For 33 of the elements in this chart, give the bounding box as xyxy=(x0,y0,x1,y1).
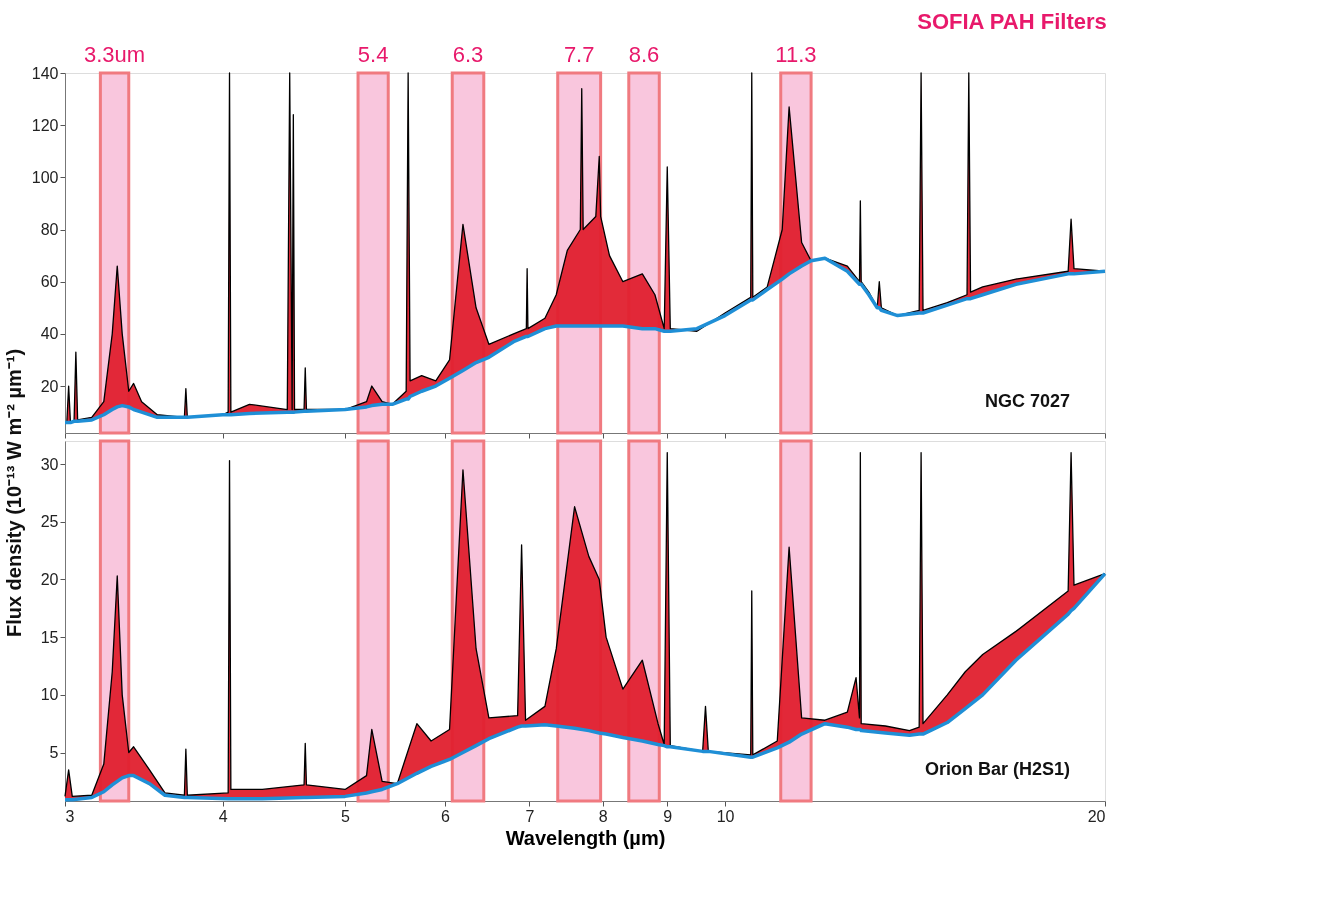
band-label: 7.7 xyxy=(563,42,595,67)
x-tick-label: 10 xyxy=(716,807,735,825)
chart-title: SOFIA PAH Filters xyxy=(917,9,1107,34)
y-tick-label: 30 xyxy=(40,455,59,473)
x-tick-label: 3 xyxy=(65,807,75,825)
x-tick-label: 20 xyxy=(1087,807,1106,825)
annotation: Orion Bar (H2S1) xyxy=(924,759,1070,779)
band-label: 8.6 xyxy=(628,42,660,67)
y-tick-label: 5 xyxy=(49,744,59,762)
x-tick-label: 8 xyxy=(598,807,608,825)
y-tick-label: 80 xyxy=(40,221,59,239)
x-tick-label: 9 xyxy=(663,807,673,825)
y-axis-title: Flux density (10⁻¹³ W m⁻² µm⁻¹) xyxy=(3,348,25,638)
band-label: 11.3 xyxy=(775,42,817,67)
band-label: 5.4 xyxy=(357,42,389,67)
y-tick-label: 25 xyxy=(40,513,59,531)
x-axis-title: Wavelength (µm) xyxy=(505,826,666,849)
y-tick-label: 15 xyxy=(40,628,59,646)
y-tick-label: 40 xyxy=(40,325,59,343)
y-tick-label: 10 xyxy=(40,686,59,704)
y-tick-label: 140 xyxy=(31,64,59,82)
band-label: 6.3 xyxy=(452,42,484,67)
x-tick-label: 7 xyxy=(525,807,535,825)
x-tick-label: 6 xyxy=(441,807,451,825)
x-tick-label: 5 xyxy=(341,807,351,825)
y-tick-label: 20 xyxy=(40,377,59,395)
annotation: NGC 7027 xyxy=(984,391,1070,411)
y-tick-label: 60 xyxy=(40,273,59,291)
y-tick-label: 100 xyxy=(31,168,59,186)
y-tick-label: 120 xyxy=(31,116,59,134)
x-tick-label: 4 xyxy=(218,807,228,825)
y-tick-label: 20 xyxy=(40,570,59,588)
band-label: 3.3um xyxy=(83,42,146,67)
